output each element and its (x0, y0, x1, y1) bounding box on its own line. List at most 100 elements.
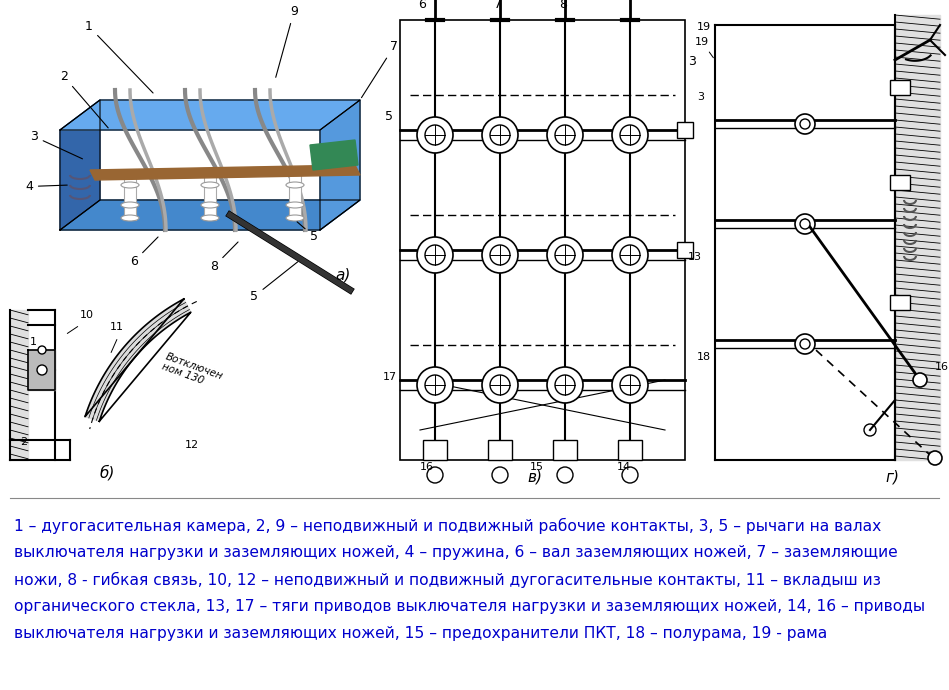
Text: 17: 17 (383, 372, 397, 382)
Circle shape (425, 375, 445, 395)
Text: а): а) (335, 268, 350, 283)
Circle shape (795, 114, 815, 134)
Circle shape (913, 373, 927, 387)
Text: 14: 14 (617, 462, 631, 472)
Circle shape (555, 375, 575, 395)
Text: 2: 2 (20, 437, 28, 447)
Circle shape (795, 214, 815, 234)
Text: 6: 6 (130, 237, 158, 268)
Ellipse shape (286, 215, 304, 221)
Text: 7: 7 (362, 40, 398, 98)
Text: 8: 8 (559, 0, 567, 11)
Circle shape (490, 245, 510, 265)
Bar (890, 175, 910, 190)
Circle shape (800, 119, 810, 129)
Text: 15: 15 (530, 462, 544, 472)
Circle shape (864, 424, 876, 436)
Polygon shape (60, 100, 100, 230)
Text: 5: 5 (297, 221, 318, 243)
Circle shape (482, 117, 518, 153)
Text: 12: 12 (185, 440, 199, 450)
Circle shape (547, 117, 583, 153)
Text: 9: 9 (276, 5, 298, 77)
Text: 1 – дугогасительная камера, 2, 9 – неподвижный и подвижный рабочие контакты, 3, : 1 – дугогасительная камера, 2, 9 – непод… (14, 518, 882, 534)
Bar (677, 242, 693, 258)
Polygon shape (60, 100, 360, 130)
Text: Вотключен
ном 130: Вотключен ном 130 (160, 351, 224, 392)
Text: 19: 19 (697, 22, 711, 32)
Text: ножи, 8 - гибкая связь, 10, 12 – неподвижный и подвижный дугогасительные контакт: ножи, 8 - гибкая связь, 10, 12 – неподви… (14, 572, 881, 588)
Ellipse shape (121, 215, 139, 221)
Bar (677, 122, 693, 138)
Circle shape (620, 245, 640, 265)
Ellipse shape (121, 202, 139, 208)
Text: г): г) (885, 470, 899, 485)
Circle shape (800, 219, 810, 229)
Text: 11: 11 (110, 322, 124, 332)
Circle shape (612, 367, 648, 403)
Ellipse shape (286, 182, 304, 188)
Circle shape (555, 245, 575, 265)
Polygon shape (895, 15, 940, 460)
Bar (618, 440, 642, 460)
Bar (124, 175, 136, 220)
Circle shape (417, 367, 453, 403)
Circle shape (38, 346, 46, 354)
Circle shape (620, 125, 640, 145)
Polygon shape (10, 310, 28, 460)
Circle shape (490, 125, 510, 145)
Circle shape (427, 467, 443, 483)
Polygon shape (28, 350, 55, 390)
Circle shape (547, 367, 583, 403)
Text: 16: 16 (935, 362, 949, 372)
Text: б): б) (100, 465, 116, 481)
Text: 3: 3 (697, 92, 704, 102)
Circle shape (622, 467, 638, 483)
Circle shape (928, 451, 942, 465)
Ellipse shape (201, 202, 219, 208)
Bar (400, 20, 685, 460)
Bar (553, 440, 577, 460)
Ellipse shape (201, 182, 219, 188)
Polygon shape (60, 200, 360, 230)
Text: 1: 1 (30, 337, 37, 347)
Circle shape (482, 367, 518, 403)
Text: 18: 18 (697, 352, 711, 362)
Text: 7: 7 (494, 0, 502, 11)
Circle shape (417, 237, 453, 273)
Ellipse shape (121, 182, 139, 188)
Polygon shape (90, 165, 360, 180)
Text: 8: 8 (210, 242, 238, 273)
Circle shape (37, 365, 47, 375)
Text: органического стекла, 13, 17 – тяги приводов выключателя нагрузки и заземляющих : органического стекла, 13, 17 – тяги прив… (14, 599, 925, 614)
Text: 5: 5 (250, 262, 298, 303)
Text: 2: 2 (60, 70, 108, 128)
Text: 10: 10 (80, 310, 94, 320)
Ellipse shape (286, 202, 304, 208)
Circle shape (490, 375, 510, 395)
Bar (890, 80, 910, 95)
Text: 16: 16 (420, 462, 434, 472)
Text: в): в) (528, 470, 543, 485)
Circle shape (612, 117, 648, 153)
Circle shape (800, 339, 810, 349)
Text: выключателя нагрузки и заземляющих ножей, 4 – пружина, 6 – вал заземляющих ножей: выключателя нагрузки и заземляющих ножей… (14, 545, 898, 560)
Circle shape (425, 245, 445, 265)
Circle shape (417, 117, 453, 153)
Polygon shape (320, 100, 360, 230)
Circle shape (492, 467, 508, 483)
Circle shape (482, 237, 518, 273)
Bar (488, 440, 512, 460)
Text: 1: 1 (85, 20, 153, 93)
Circle shape (612, 237, 648, 273)
Circle shape (795, 334, 815, 354)
Text: 6: 6 (419, 0, 426, 11)
Circle shape (620, 375, 640, 395)
Text: 3: 3 (688, 55, 696, 68)
Polygon shape (310, 140, 358, 170)
Bar (423, 440, 447, 460)
Bar (890, 295, 910, 310)
Text: 3: 3 (30, 130, 83, 159)
Text: выключателя нагрузки и заземляющих ножей, 15 – предохранители ПКТ, 18 – полурама: выключателя нагрузки и заземляющих ножей… (14, 626, 828, 641)
Text: 4: 4 (25, 180, 67, 193)
